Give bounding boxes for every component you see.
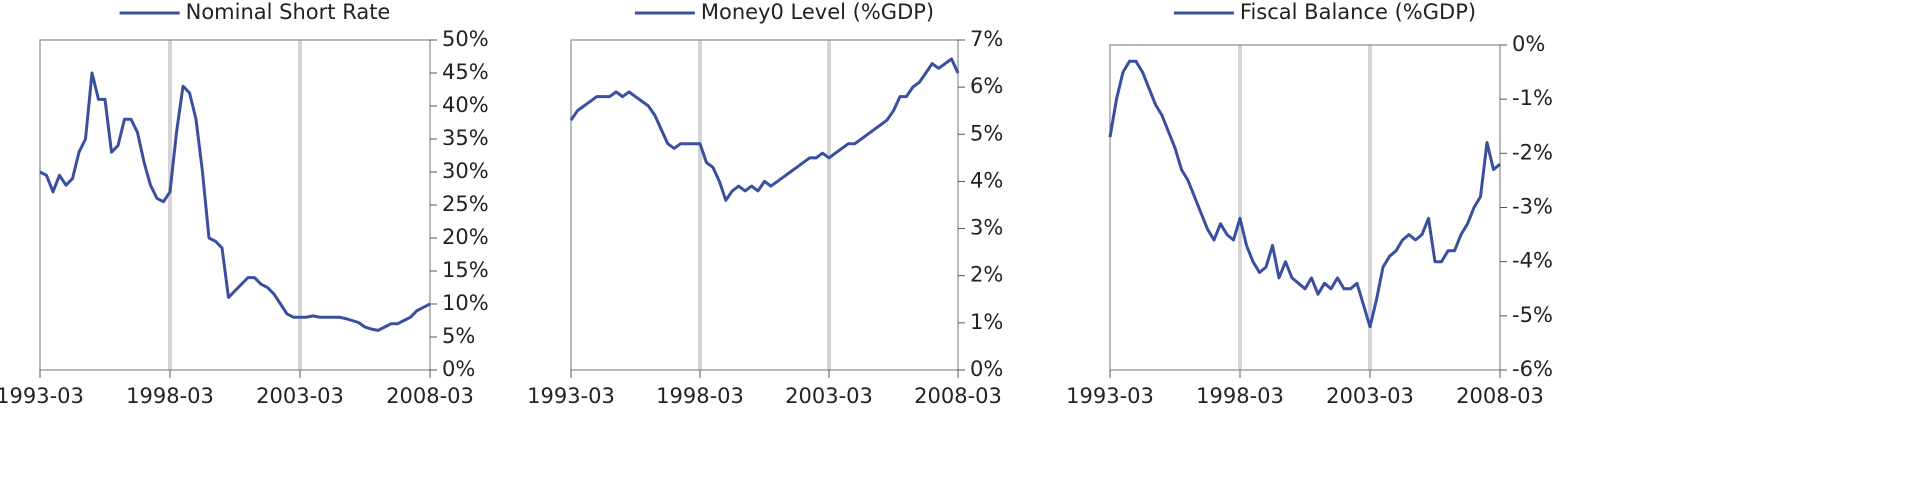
x-tick-label: 2008-03 [914, 384, 1002, 408]
y-tick-label: 7% [970, 27, 1003, 51]
y-tick-label: 4% [970, 168, 1003, 192]
y-tick-label: -3% [1512, 195, 1553, 219]
y-tick-label: 6% [970, 74, 1003, 98]
plot-frame [570, 39, 959, 371]
y-tick-label: 0% [1512, 32, 1545, 56]
data-line [39, 71, 431, 332]
x-tick-label: 1998-03 [656, 384, 744, 408]
legend-label: Fiscal Balance (%GDP) [1240, 0, 1476, 24]
x-tick-label: 1993-03 [1066, 384, 1154, 408]
legend-label: Money0 Level (%GDP) [701, 0, 934, 24]
x-tick-label: 2003-03 [785, 384, 873, 408]
y-tick-label: 5% [970, 121, 1003, 145]
y-tick-label: 30% [442, 159, 489, 183]
y-tick-label: -4% [1512, 249, 1553, 273]
legend-label: Nominal Short Rate [186, 0, 391, 24]
y-tick-label: 0% [970, 357, 1003, 381]
y-tick-label: 45% [442, 60, 489, 84]
y-tick-label: 10% [442, 291, 489, 315]
y-tick-label: 3% [970, 216, 1003, 240]
y-tick-label: 2% [970, 263, 1003, 287]
y-tick-label: 25% [442, 192, 489, 216]
y-tick-label: 0% [442, 357, 475, 381]
y-tick-label: 35% [442, 126, 489, 150]
y-tick-label: -1% [1512, 86, 1553, 110]
x-tick-label: 2003-03 [1326, 384, 1414, 408]
x-tick-label: 1993-03 [527, 384, 615, 408]
y-tick-label: 15% [442, 258, 489, 282]
y-tick-label: 1% [970, 310, 1003, 334]
x-tick-label: 1998-03 [1196, 384, 1284, 408]
x-tick-label: 1998-03 [126, 384, 214, 408]
x-tick-label: 2008-03 [386, 384, 474, 408]
y-tick-label: 5% [442, 324, 475, 348]
plot-frame [39, 39, 431, 371]
y-tick-label: -6% [1512, 357, 1553, 381]
y-tick-label: 40% [442, 93, 489, 117]
x-tick-label: 2008-03 [1456, 384, 1544, 408]
y-tick-label: 50% [442, 27, 489, 51]
data-line [1108, 59, 1501, 329]
y-tick-label: -2% [1512, 140, 1553, 164]
x-tick-label: 1993-03 [0, 384, 84, 408]
y-tick-label: 20% [442, 225, 489, 249]
x-tick-label: 2003-03 [256, 384, 344, 408]
data-line [569, 57, 960, 202]
y-tick-label: -5% [1512, 303, 1553, 327]
plot-frame [1109, 44, 1501, 371]
